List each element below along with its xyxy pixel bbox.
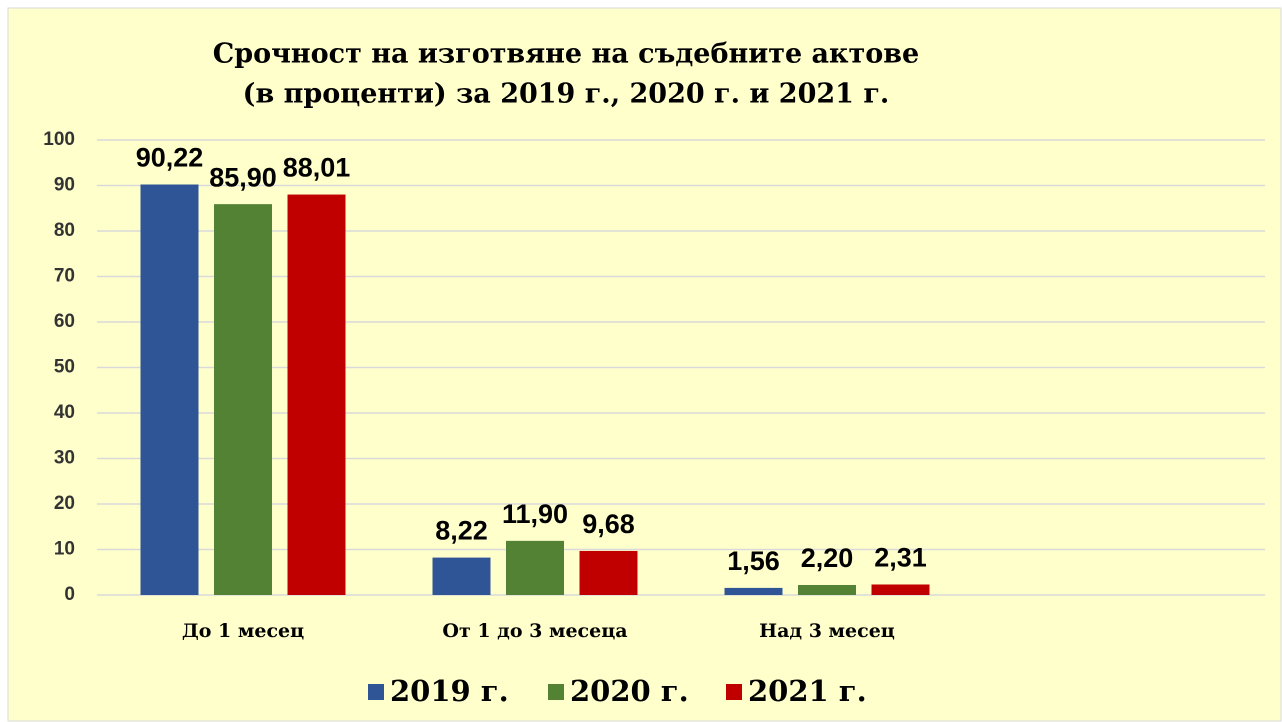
bar [214,204,272,595]
bar [140,184,199,595]
bar [287,194,346,595]
x-tick-label: Над 3 месец [759,620,895,642]
y-tick-label: 20 [54,493,75,514]
bar [724,587,783,595]
y-tick-label: 80 [54,220,75,241]
data-label: 88,01 [283,153,351,183]
data-label: 1,56 [727,546,780,576]
legend-label: 2019 г. [390,674,509,708]
data-label: 2,31 [874,543,927,573]
chart-background [7,7,1282,722]
chart-title: (в проценти) за 2019 г., 2020 г. и 2021 … [243,79,890,110]
y-tick-label: 50 [54,357,75,378]
legend-swatch [548,684,564,700]
data-label: 90,22 [136,143,204,173]
data-label: 8,22 [435,516,488,546]
y-tick-label: 40 [54,402,75,423]
y-tick-label: 0 [64,584,75,605]
legend-label: 2021 г. [748,674,867,708]
bar [432,557,491,595]
legend-swatch [368,684,384,700]
x-tick-label: До 1 месец [182,620,304,642]
y-tick-label: 90 [54,175,75,196]
chart-title: Срочност на изготвяне на съдебните актов… [213,39,919,70]
y-tick-label: 60 [54,311,75,332]
bar [506,540,564,595]
legend-swatch [726,684,742,700]
x-tick-label: От 1 до 3 месеца [442,620,627,642]
y-tick-label: 100 [43,129,75,150]
bar [798,584,856,595]
y-tick-label: 10 [54,539,75,560]
data-label: 2,20 [801,543,854,573]
data-label: 11,90 [502,499,568,529]
y-tick-label: 30 [54,448,75,469]
bar [871,584,930,595]
legend-label: 2020 г. [570,674,689,708]
bar [579,550,638,595]
data-label: 85,90 [209,162,277,192]
data-label: 9,68 [582,509,635,539]
y-tick-label: 70 [54,266,75,287]
